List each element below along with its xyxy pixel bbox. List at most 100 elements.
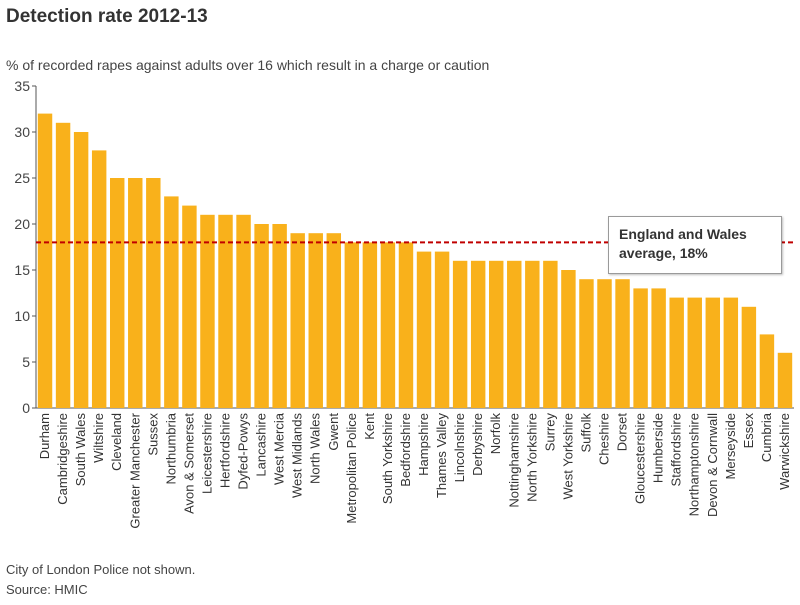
- x-tick-label: Bedfordshire: [398, 413, 413, 487]
- y-tick-label: 0: [22, 400, 30, 416]
- bar: [669, 297, 684, 408]
- y-tick-label: 20: [14, 216, 30, 232]
- x-tick-label: Derbyshire: [470, 413, 485, 476]
- bar: [182, 205, 197, 408]
- bars: [37, 113, 793, 409]
- bar: [434, 251, 450, 408]
- x-tick-label: South Wales: [73, 413, 88, 487]
- x-tick-label: Staffordshire: [669, 413, 684, 486]
- x-tick-label: Dorset: [615, 413, 630, 452]
- x-tick-label: Kent: [362, 413, 377, 440]
- bar: [380, 242, 396, 408]
- y-axis: 0 5 10 15 20 25 30 35: [14, 78, 794, 416]
- average-annotation: England and Wales average, 18%: [608, 216, 782, 274]
- bar: [561, 270, 576, 408]
- chart-subtitle: % of recorded rapes against adults over …: [6, 57, 490, 73]
- x-tick-label: Wiltshire: [91, 413, 106, 463]
- x-tick-label: Suffolk: [578, 413, 593, 453]
- bar: [777, 352, 793, 408]
- y-tick-label: 10: [14, 308, 30, 324]
- bar: [200, 214, 215, 408]
- x-tick-label: West Mercia: [272, 412, 287, 485]
- x-tick-label: West Midlands: [290, 413, 305, 499]
- bar: [705, 297, 721, 408]
- bar: [759, 334, 775, 408]
- x-tick-label: Dyfed-Powys: [236, 413, 251, 490]
- x-tick-label: Hampshire: [416, 413, 431, 476]
- bar: [543, 260, 558, 408]
- bar: [741, 306, 757, 408]
- x-tick-label: Norfolk: [488, 413, 503, 455]
- source-note: Source: HMIC: [6, 582, 88, 597]
- bar: [615, 279, 630, 408]
- x-tick-label: Cleveland: [109, 413, 124, 471]
- bar: [398, 242, 414, 408]
- bar: [723, 297, 739, 408]
- x-tick-label: Devon & Cornwall: [705, 413, 720, 517]
- bar: [597, 279, 612, 408]
- x-tick-label: Durham: [37, 413, 52, 459]
- y-tick-label: 5: [22, 354, 30, 370]
- bar: [308, 233, 323, 408]
- bar: [687, 297, 702, 408]
- x-tick-label: Lincolnshire: [452, 413, 467, 482]
- bar: [91, 150, 107, 408]
- bar: [525, 260, 540, 408]
- x-tick-label: Cumbria: [759, 412, 774, 462]
- x-tick-label: Hertfordshire: [218, 413, 233, 488]
- x-tick-label: Cheshire: [597, 413, 612, 465]
- bar: [470, 260, 486, 408]
- footnote: City of London Police not shown.: [6, 562, 196, 577]
- x-tick-label: Avon & Somerset: [181, 413, 196, 514]
- x-tick-label: West Yorkshire: [560, 413, 575, 499]
- x-tick-label: Nottinghamshire: [506, 413, 521, 508]
- bar: [55, 122, 71, 409]
- x-tick-label: Surrey: [542, 413, 557, 452]
- bar: [37, 113, 53, 408]
- bar: [73, 132, 89, 408]
- x-tick-label: Sussex: [145, 413, 160, 456]
- bar: [290, 233, 305, 408]
- x-tick-label: Lancashire: [254, 413, 269, 477]
- x-tick-label: Metropolitan Police: [344, 413, 359, 524]
- y-tick-label: 30: [14, 124, 30, 140]
- bar: [633, 288, 648, 408]
- x-tick-label: Greater Manchester: [127, 412, 142, 528]
- bar: [489, 260, 504, 408]
- x-tick-label: North Yorkshire: [524, 413, 539, 502]
- average-annotation-line2: average, 18%: [619, 245, 708, 261]
- bar: [651, 288, 666, 408]
- bar: [254, 224, 269, 408]
- x-tick-label: Cambridgeshire: [55, 413, 70, 505]
- x-tick-label: South Yorkshire: [380, 413, 395, 504]
- bar: [416, 251, 432, 408]
- x-tick-label: Merseyside: [723, 413, 738, 479]
- y-tick-label: 25: [14, 170, 30, 186]
- bar: [236, 214, 251, 408]
- chart-title: Detection rate 2012-13: [6, 6, 208, 27]
- x-tick-label: Leicestershire: [199, 413, 214, 494]
- average-annotation-line1: England and Wales: [619, 226, 747, 242]
- bar: [110, 178, 125, 408]
- bar: [326, 233, 342, 408]
- bar: [128, 178, 143, 408]
- x-tick-label: Humberside: [651, 413, 666, 483]
- x-tick-label: Gwent: [326, 413, 341, 451]
- x-tick-label: Gloucestershire: [633, 413, 648, 504]
- y-tick-label: 15: [14, 262, 30, 278]
- x-tick-label: Northamptonshire: [687, 413, 702, 516]
- bar: [218, 214, 233, 408]
- bar: [164, 196, 179, 408]
- x-tick-label: North Wales: [308, 413, 323, 485]
- bar: [146, 178, 161, 408]
- x-tick-label: Thames Valley: [434, 413, 449, 499]
- bar: [579, 279, 594, 408]
- bar: [362, 242, 378, 408]
- x-axis-labels: Durham Cambridgeshire South Wales Wiltshire…: [37, 412, 792, 528]
- bar: [272, 224, 287, 408]
- x-tick-label: Northumbria: [163, 412, 178, 484]
- x-tick-label: Essex: [741, 413, 756, 449]
- bar: [344, 242, 360, 408]
- bar: [507, 260, 522, 408]
